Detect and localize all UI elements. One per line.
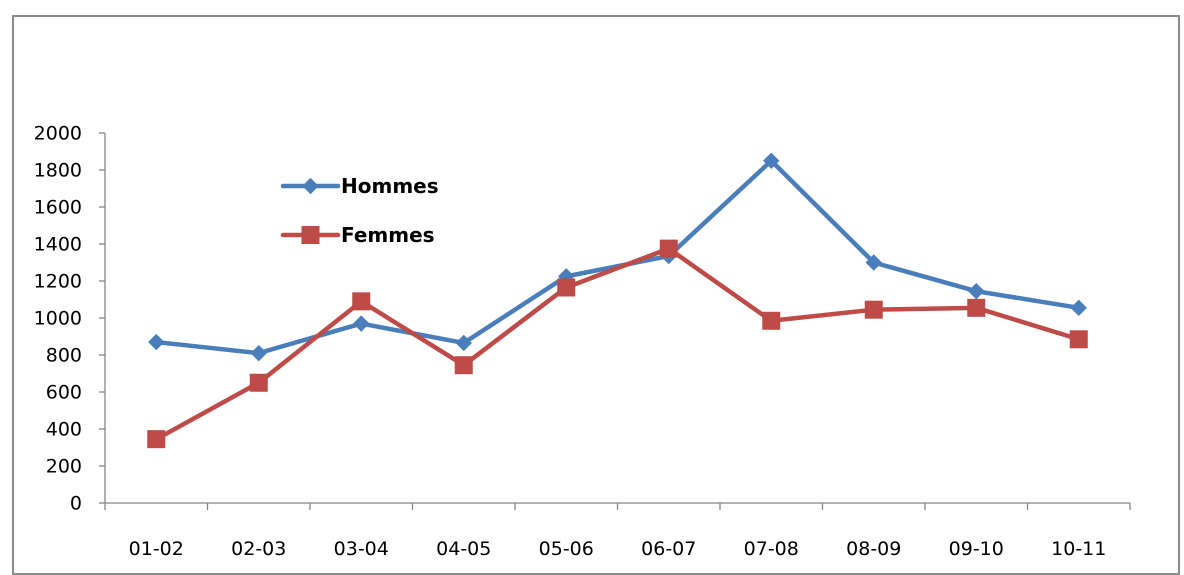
series-markers <box>147 152 1088 449</box>
data-point-femmes <box>454 356 473 375</box>
x-tick-labels: 01-02 02-03 03-04 04-05 05-06 06-07 07-08 08-09… <box>129 538 1107 560</box>
data-point-hommes <box>148 333 165 351</box>
y-tick-label: 1600 <box>34 197 82 219</box>
data-point-femmes <box>762 311 781 330</box>
y-tick-label: 400 <box>46 419 82 441</box>
data-point-hommes <box>455 334 472 352</box>
data-point-femmes <box>147 430 166 449</box>
data-point-hommes <box>865 254 882 271</box>
x-tick-label: 06-07 <box>641 538 696 560</box>
y-tick-label: 1200 <box>34 271 82 293</box>
y-tick-label: 1400 <box>34 234 82 256</box>
y-tick-labels: 0 200 400 600 800 1000 1200 1400 1600 1800 2000 <box>34 123 82 515</box>
legend: Hommes Femmes <box>280 174 439 247</box>
legend-label-hommes: Hommes <box>341 174 439 198</box>
data-point-hommes <box>250 344 267 362</box>
y-tick-label: 2000 <box>34 123 82 145</box>
data-point-femmes <box>659 239 678 258</box>
y-tick-label: 1000 <box>34 308 82 330</box>
data-point-hommes <box>968 282 985 300</box>
data-point-femmes <box>1069 330 1088 349</box>
x-tick-label: 03-04 <box>334 538 389 560</box>
data-point-femmes <box>864 300 883 319</box>
series-line-femmes <box>154 246 1081 442</box>
chart-frame <box>12 15 1180 575</box>
data-point-hommes <box>1070 299 1087 317</box>
data-point-hommes <box>763 152 780 169</box>
axes <box>99 132 1131 510</box>
y-tick-label: 0 <box>70 493 82 515</box>
x-tick-label: 08-09 <box>846 538 901 560</box>
data-point-femmes <box>557 278 576 297</box>
y-tick-label: 1800 <box>34 160 82 182</box>
y-tick-label: 600 <box>46 382 82 404</box>
x-tick-label: 07-08 <box>744 538 799 560</box>
x-tick-label: 05-06 <box>539 538 594 560</box>
x-tick-label: 01-02 <box>129 538 184 560</box>
x-tick-label: 09-10 <box>949 538 1004 560</box>
data-point-femmes <box>967 298 986 317</box>
y-tick-label: 800 <box>46 345 82 367</box>
data-point-femmes <box>249 373 268 392</box>
data-point-hommes <box>353 315 370 332</box>
y-tick-label: 200 <box>46 456 82 478</box>
data-point-femmes <box>352 292 371 311</box>
x-tick-label: 02-03 <box>231 538 286 560</box>
x-tick-label: 04-05 <box>436 538 491 560</box>
series-lines <box>154 158 1081 442</box>
legend-label-femmes: Femmes <box>341 223 435 247</box>
series-line-hommes <box>154 158 1081 356</box>
legend-marker-femmes <box>301 226 320 244</box>
x-tick-label: 10-11 <box>1051 538 1106 560</box>
legend-marker-hommes <box>302 177 319 195</box>
